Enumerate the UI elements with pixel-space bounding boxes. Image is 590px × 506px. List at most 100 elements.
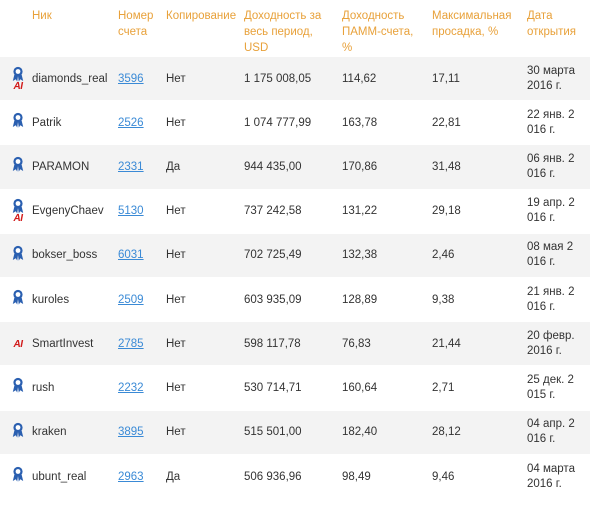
trader-badges <box>8 245 28 261</box>
table-header-row: Ник Номер счета Копирование Доходность з… <box>0 0 590 57</box>
nick-cell: PARAMON <box>28 144 114 190</box>
account-cell: 2785 <box>114 321 162 366</box>
account-link[interactable]: 2331 <box>118 160 144 173</box>
pamm-return-cell: 160,64 <box>338 365 428 410</box>
ai-label-icon: AI <box>13 80 24 92</box>
copy-cell: Нет <box>162 365 240 410</box>
badge-cell: AI <box>0 321 28 366</box>
account-link[interactable]: 3895 <box>118 426 144 439</box>
account-link[interactable]: 2785 <box>118 337 144 350</box>
table-row[interactable]: AI SmartInvest 2785 Нет 598 117,78 76,83 21,44… <box>0 321 590 366</box>
blue-ribbon-award-icon <box>11 466 25 482</box>
open-date-cell: 21 янв. 2 016 г. <box>523 276 590 322</box>
max-drawdown-cell: 9,38 <box>428 276 523 322</box>
trader-badges <box>8 422 28 438</box>
badge-cell <box>0 100 28 145</box>
account-cell: 5130 <box>114 188 162 234</box>
blue-ribbon-award-icon <box>11 198 25 214</box>
max-drawdown-cell: 17,11 <box>428 55 523 101</box>
account-link[interactable]: 3596 <box>118 72 144 85</box>
copy-cell: Нет <box>162 276 240 322</box>
table-row[interactable]: AI EvgenyChaev 5130 Нет 737 242,58 131,22 29,1… <box>0 188 590 234</box>
pamm-return-cell: 98,49 <box>338 453 428 499</box>
trader-badges <box>8 156 28 173</box>
account-link[interactable]: 2509 <box>118 293 144 306</box>
header-total-return[interactable]: Доходность за весь период, USD <box>244 10 322 54</box>
badge-cell: AI <box>0 188 28 234</box>
table-row[interactable]: rush 2232 Нет 530 714,71 160,64 2,71 25 дек. 2… <box>0 365 590 410</box>
header-copy[interactable]: Копирование <box>166 10 237 22</box>
nick-cell: SmartInvest <box>28 321 114 366</box>
nick-cell: EvgenyChaev <box>28 188 114 234</box>
pamm-return-cell: 76,83 <box>338 321 428 366</box>
copy-cell: Нет <box>162 55 240 101</box>
total-return-cell: 530 714,71 <box>240 365 338 410</box>
account-link[interactable]: 2232 <box>118 381 144 394</box>
open-date-cell: 22 янв. 2 016 г. <box>523 100 590 145</box>
copy-cell: Да <box>162 453 240 499</box>
open-date-cell: 04 апр. 2 016 г. <box>523 409 590 455</box>
table-row[interactable]: kraken 3895 Нет 515 501,00 182,40 28,12 04 апр… <box>0 409 590 455</box>
total-return-cell: 515 501,00 <box>240 409 338 455</box>
account-link[interactable]: 5130 <box>118 205 144 218</box>
ai-label-icon: AI <box>13 338 24 350</box>
icon-column-header <box>0 0 28 57</box>
pamm-return-cell: 128,89 <box>338 276 428 322</box>
badge-cell <box>0 232 28 278</box>
table-row[interactable]: ubunt_real 2963 Да 506 936,96 98,49 9,46 04 ма… <box>0 453 590 499</box>
max-drawdown-cell: 9,46 <box>428 453 523 499</box>
copy-cell: Да <box>162 144 240 190</box>
badge-cell <box>0 365 28 410</box>
nick-cell: Patrik <box>28 100 114 145</box>
trader-badges: AI <box>8 66 28 92</box>
pamm-return-cell: 182,40 <box>338 409 428 455</box>
nick-cell: rush <box>28 365 114 410</box>
blue-ribbon-award-icon <box>11 289 25 305</box>
table-row[interactable]: Patrik 2526 Нет 1 074 777,99 163,78 22,81 22 я… <box>0 100 590 145</box>
badge-cell: AI <box>0 55 28 101</box>
header-account[interactable]: Номер счета <box>118 10 154 38</box>
total-return-cell: 737 242,58 <box>240 188 338 234</box>
copy-cell: Нет <box>162 409 240 455</box>
total-return-cell: 603 935,09 <box>240 276 338 322</box>
header-nick[interactable]: Ник <box>32 10 52 22</box>
table-row[interactable]: kuroles 2509 Нет 603 935,09 128,89 9,38 21 янв… <box>0 276 590 322</box>
nick-cell: diamonds_real <box>28 55 114 101</box>
trader-badges <box>8 377 28 394</box>
nick-cell: bokser_boss <box>28 232 114 278</box>
nick-cell: kuroles <box>28 276 114 322</box>
trader-badges <box>8 289 28 305</box>
nick-cell: kraken <box>28 409 114 455</box>
blue-ribbon-award-icon <box>11 112 25 128</box>
blue-ribbon-award-icon <box>11 245 25 261</box>
nick-cell: ubunt_real <box>28 453 114 499</box>
header-open-date[interactable]: Дата открытия <box>527 10 577 38</box>
max-drawdown-cell: 31,48 <box>428 144 523 190</box>
account-link[interactable]: 6031 <box>118 249 144 262</box>
header-max-drawdown[interactable]: Максимальная просадка, % <box>432 10 512 38</box>
account-link[interactable]: 2963 <box>118 470 144 483</box>
blue-ribbon-award-icon <box>11 66 25 82</box>
trader-badges: AI <box>8 338 28 350</box>
open-date-cell: 04 марта 2016 г. <box>523 453 590 499</box>
blue-ribbon-award-icon <box>11 156 25 173</box>
blue-ribbon-award-icon <box>11 422 25 438</box>
header-pamm-return[interactable]: Доходность ПАММ-счета, % <box>342 10 414 54</box>
max-drawdown-cell: 2,46 <box>428 232 523 278</box>
copy-cell: Нет <box>162 232 240 278</box>
trader-badges <box>8 466 28 482</box>
table-row[interactable]: PARAMON 2331 Да 944 435,00 170,86 31,48 06 янв… <box>0 144 590 190</box>
total-return-cell: 506 936,96 <box>240 453 338 499</box>
badge-cell <box>0 453 28 499</box>
account-cell: 3895 <box>114 409 162 455</box>
pamm-return-cell: 131,22 <box>338 188 428 234</box>
open-date-cell: 19 апр. 2 016 г. <box>523 188 590 234</box>
table-row[interactable]: AI diamonds_real 3596 Нет 1 175 008,05 114,62… <box>0 55 590 101</box>
account-cell: 2526 <box>114 100 162 145</box>
total-return-cell: 598 117,78 <box>240 321 338 366</box>
max-drawdown-cell: 22,81 <box>428 100 523 145</box>
account-cell: 2963 <box>114 453 162 499</box>
open-date-cell: 20 февр. 2016 г. <box>523 321 590 366</box>
table-row[interactable]: bokser_boss 6031 Нет 702 725,49 132,38 2,46 08… <box>0 232 590 278</box>
account-link[interactable]: 2526 <box>118 116 144 129</box>
